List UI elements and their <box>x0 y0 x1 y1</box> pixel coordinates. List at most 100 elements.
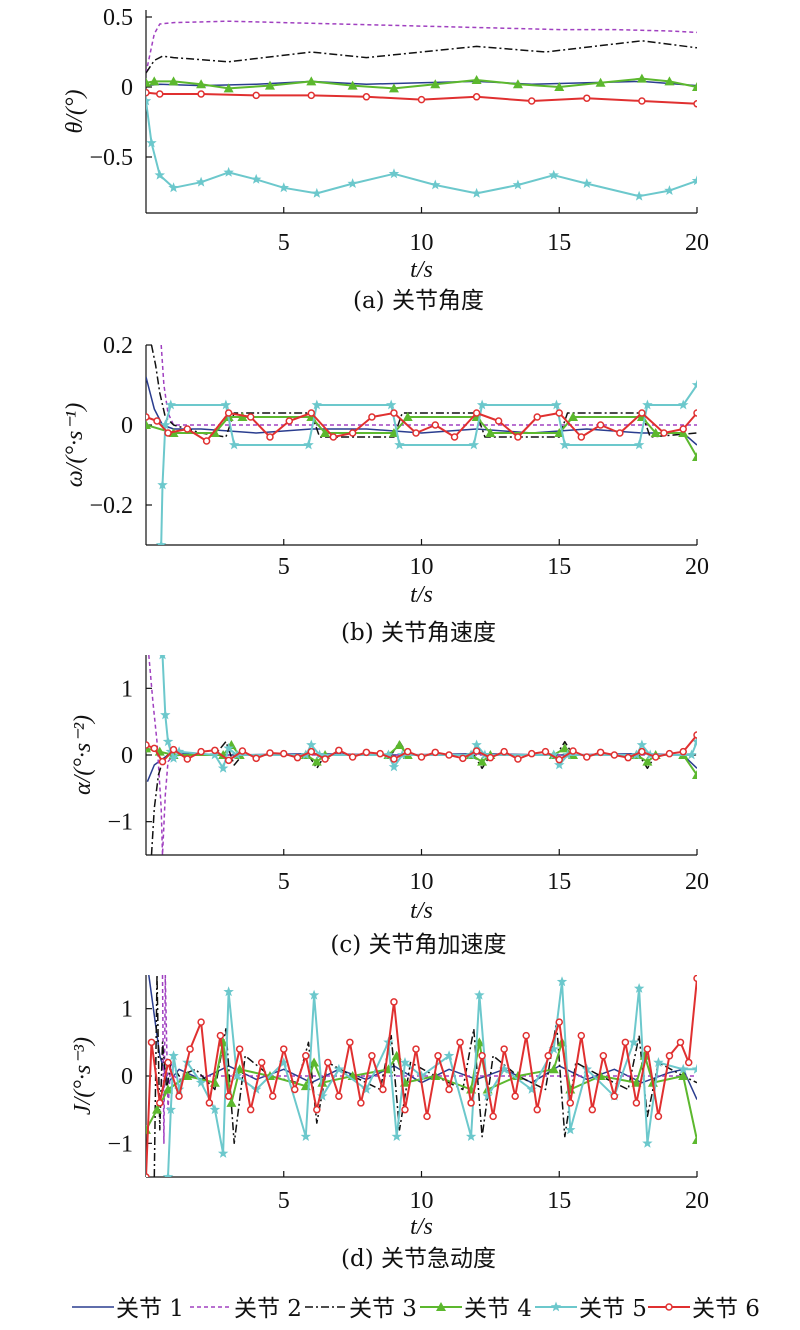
x-tick-label: 10 <box>410 1188 434 1214</box>
data-point-joint-6 <box>235 1045 244 1053</box>
data-point-joint-5 <box>468 439 480 450</box>
x-tick-label: 10 <box>410 554 434 580</box>
x-axis-label: t/s <box>410 257 433 283</box>
data-point-joint-5 <box>228 439 240 450</box>
data-point-joint-6 <box>555 1018 563 1026</box>
panel-caption: (b) 关节角速度 <box>341 620 496 646</box>
plot-area <box>146 345 697 545</box>
data-point-joint-4 <box>309 1057 320 1067</box>
data-point-joint-5 <box>471 739 482 750</box>
data-point-joint-5 <box>474 989 485 1000</box>
series-line-joint-5 <box>167 980 697 1177</box>
data-point-joint-6 <box>459 754 467 763</box>
x-tick-label: 20 <box>685 230 709 256</box>
data-point-joint-4 <box>678 1071 689 1080</box>
data-point-joint-6 <box>390 755 398 763</box>
data-point-joint-4 <box>320 428 331 437</box>
series-line-joint-5 <box>146 100 697 198</box>
data-point-joint-6 <box>494 417 503 425</box>
data-point-joint-6 <box>665 749 674 758</box>
chart-legend: 关节 1 关节 2 关节 3 关节 4 关节 5 关节 6 <box>72 1296 760 1322</box>
x-tick-label: 5 <box>278 230 290 256</box>
data-point-joint-6 <box>621 1038 630 1047</box>
data-point-joint-6 <box>390 998 398 1006</box>
data-point-joint-6 <box>412 429 420 437</box>
data-point-joint-6 <box>175 1092 183 1100</box>
data-point-joint-6 <box>313 1105 321 1114</box>
data-point-joint-4 <box>226 1097 237 1107</box>
y-tick-label: −1 <box>107 810 133 836</box>
data-point-joint-6 <box>224 756 233 765</box>
data-point-joint-6 <box>632 1099 641 1107</box>
data-point-joint-5 <box>278 1057 289 1067</box>
data-point-joint-5 <box>636 739 648 750</box>
data-point-joint-6 <box>280 1045 288 1053</box>
data-point-joint-5 <box>146 137 157 148</box>
data-point-joint-5 <box>160 709 171 720</box>
x-tick-label: 10 <box>410 230 434 256</box>
data-point-joint-6 <box>329 433 338 441</box>
data-point-joint-6 <box>541 747 550 756</box>
y-tick-label: 0 <box>121 413 133 439</box>
data-point-joint-6 <box>266 749 274 757</box>
data-point-joint-5 <box>146 95 152 106</box>
data-point-joint-4 <box>650 428 661 437</box>
data-point-joint-5 <box>642 399 653 410</box>
data-point-joint-4 <box>223 83 234 93</box>
data-point-joint-6 <box>216 1031 225 1040</box>
panel-caption: (d) 关节急动度 <box>341 1246 496 1272</box>
series-line-joint-6 <box>146 91 697 105</box>
data-point-joint-6 <box>679 747 687 756</box>
data-point-joint-5 <box>195 176 207 187</box>
data-point-joint-4 <box>388 83 399 93</box>
panel-caption: (a) 关节角度 <box>353 288 484 314</box>
data-point-joint-6 <box>514 433 522 441</box>
data-point-joint-4 <box>512 79 523 89</box>
data-point-joint-6 <box>257 1058 266 1067</box>
x-tick-label: 15 <box>547 869 571 895</box>
data-point-joint-6 <box>583 94 591 102</box>
data-point-joint-4 <box>595 77 606 87</box>
data-point-joint-5 <box>686 749 697 760</box>
data-point-joint-6 <box>335 1092 343 1100</box>
data-point-joint-6 <box>153 417 161 425</box>
data-point-joint-6 <box>368 413 376 421</box>
data-point-joint-4 <box>559 743 570 753</box>
data-point-joint-6 <box>146 1173 150 1177</box>
data-point-joint-6 <box>445 1085 453 1094</box>
data-point-joint-4 <box>485 428 496 437</box>
data-point-joint-6 <box>348 429 357 437</box>
data-point-joint-5 <box>347 178 358 188</box>
data-point-joint-6 <box>412 1045 420 1053</box>
data-point-joint-6 <box>146 88 150 97</box>
data-point-joint-5 <box>391 1131 402 1141</box>
data-point-joint-6 <box>293 753 302 762</box>
data-point-joint-5 <box>554 759 565 770</box>
data-point-joint-6 <box>693 100 697 108</box>
data-point-joint-4 <box>568 412 579 421</box>
data-point-joint-5 <box>416 1070 427 1081</box>
data-point-joint-5 <box>317 1090 328 1101</box>
data-point-joint-6 <box>450 433 459 441</box>
data-point-joint-5 <box>306 739 317 750</box>
x-tick-label: 15 <box>547 230 571 256</box>
data-point-joint-4 <box>347 80 358 90</box>
x-tick-label: 20 <box>685 869 709 895</box>
data-point-joint-6 <box>307 747 316 756</box>
data-point-joint-5 <box>223 742 234 753</box>
data-point-joint-6 <box>285 417 294 425</box>
data-point-joint-5 <box>162 736 174 747</box>
data-point-joint-5 <box>300 1131 311 1141</box>
data-point-joint-4 <box>664 76 675 86</box>
data-point-joint-5 <box>251 173 262 184</box>
data-point-joint-5 <box>476 399 488 410</box>
data-point-joint-6 <box>169 745 178 754</box>
data-point-joint-5 <box>168 1050 179 1061</box>
data-point-joint-4 <box>149 76 160 86</box>
data-point-joint-5 <box>160 419 171 430</box>
data-point-joint-6 <box>566 1099 575 1107</box>
data-point-joint-5 <box>633 190 645 201</box>
data-point-joint-6 <box>197 90 205 98</box>
data-point-joint-6 <box>268 1092 277 1100</box>
